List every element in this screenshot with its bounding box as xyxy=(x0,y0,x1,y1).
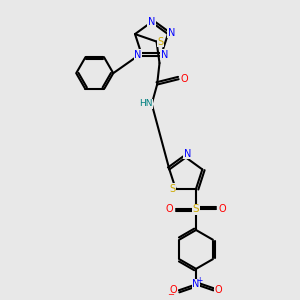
Text: S: S xyxy=(169,184,175,194)
Text: N: N xyxy=(184,149,191,159)
Text: N: N xyxy=(168,28,175,38)
Text: N: N xyxy=(148,17,155,27)
Text: N: N xyxy=(134,50,141,60)
Text: O: O xyxy=(218,204,226,214)
Text: H: H xyxy=(141,100,148,109)
Text: O: O xyxy=(169,285,177,296)
Text: S: S xyxy=(193,204,199,214)
Text: O: O xyxy=(180,74,188,84)
Text: N: N xyxy=(192,279,200,290)
Text: −: − xyxy=(167,290,174,299)
Text: S: S xyxy=(157,37,164,46)
Text: N: N xyxy=(161,50,168,60)
Text: +: + xyxy=(196,276,202,285)
Text: O: O xyxy=(215,285,223,296)
Text: HN: HN xyxy=(139,100,153,109)
Text: O: O xyxy=(166,204,174,214)
